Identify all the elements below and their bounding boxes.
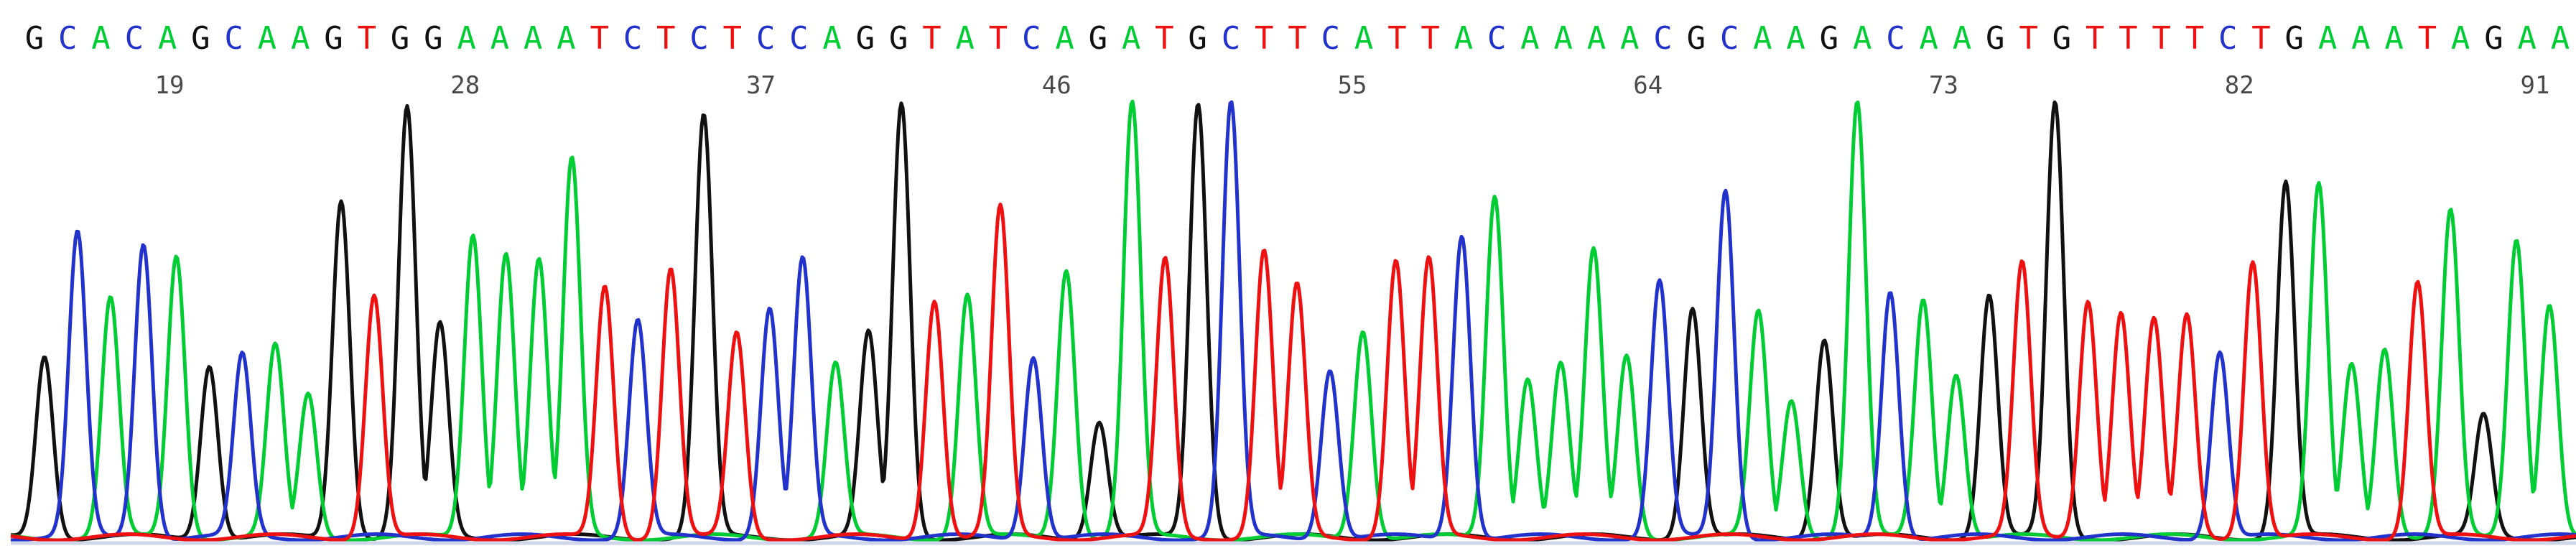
base-call-adenine: A <box>2451 20 2470 57</box>
base-call-cytosine: C <box>756 20 776 57</box>
base-call-adenine: A <box>1354 20 1374 57</box>
base-call-cytosine: C <box>125 20 144 57</box>
base-call-thymine: T <box>723 20 743 57</box>
base-call-cytosine: C <box>689 20 709 57</box>
base-call-guanine: G <box>2285 20 2305 57</box>
base-call-adenine: A <box>1786 20 1805 57</box>
base-call-adenine: A <box>291 20 310 57</box>
base-call-adenine: A <box>557 20 576 57</box>
base-call-thymine: T <box>2251 20 2271 57</box>
base-call-adenine: A <box>1587 20 1606 57</box>
position-label: 73 <box>1929 71 1958 100</box>
base-call-guanine: G <box>25 20 45 57</box>
base-call-thymine: T <box>2086 20 2105 57</box>
position-label: 55 <box>1338 71 1367 100</box>
base-call-guanine: G <box>1820 20 1839 57</box>
base-call-adenine: A <box>2551 20 2570 57</box>
base-call-thymine: T <box>656 20 676 57</box>
position-label: 28 <box>450 71 480 100</box>
base-call-cytosine: C <box>1653 20 1673 57</box>
base-call-thymine: T <box>1255 20 1274 57</box>
base-call-adenine: A <box>822 20 842 57</box>
base-call-adenine: A <box>1753 20 1772 57</box>
base-call-adenine: A <box>1953 20 1972 57</box>
base-call-adenine: A <box>1122 20 1141 57</box>
base-call-thymine: T <box>1155 20 1174 57</box>
trace-cytosine <box>10 100 2576 542</box>
position-label: 37 <box>746 71 776 100</box>
base-call-guanine: G <box>856 20 875 57</box>
position-labels-row: 19 28 37 46 55 64 73 82 91 <box>155 71 2550 100</box>
base-call-adenine: A <box>158 20 177 57</box>
base-call-adenine: A <box>258 20 277 57</box>
base-call-thymine: T <box>1288 20 1307 57</box>
base-call-thymine: T <box>358 20 377 57</box>
base-call-guanine: G <box>2484 20 2503 57</box>
base-call-cytosine: C <box>58 20 78 57</box>
base-call-adenine: A <box>2384 20 2404 57</box>
base-call-guanine: G <box>424 20 443 57</box>
base-call-adenine: A <box>1055 20 1074 57</box>
base-call-cytosine: C <box>1022 20 1041 57</box>
base-call-thymine: T <box>2152 20 2171 57</box>
base-call-adenine: A <box>2318 20 2338 57</box>
base-call-guanine: G <box>1687 20 1706 57</box>
base-call-adenine: A <box>524 20 543 57</box>
base-call-guanine: G <box>1089 20 1108 57</box>
base-call-adenine: A <box>2351 20 2371 57</box>
base-call-thymine: T <box>2185 20 2205 57</box>
base-call-cytosine: C <box>1487 20 1507 57</box>
base-call-guanine: G <box>1986 20 2005 57</box>
base-call-cytosine: C <box>1321 20 1341 57</box>
base-call-adenine: A <box>1520 20 1540 57</box>
base-call-thymine: T <box>2019 20 2038 57</box>
base-call-guanine: G <box>1188 20 1207 57</box>
position-label: 91 <box>2521 71 2550 100</box>
base-call-adenine: A <box>955 20 975 57</box>
base-call-cytosine: C <box>2218 20 2238 57</box>
base-call-cytosine: C <box>1222 20 1241 57</box>
base-call-thymine: T <box>1387 20 1407 57</box>
base-call-thymine: T <box>989 20 1008 57</box>
position-label: 19 <box>155 71 185 100</box>
trace-thymine <box>10 203 2576 542</box>
base-call-cytosine: C <box>1886 20 1905 57</box>
trace-layer <box>10 99 2576 542</box>
base-call-guanine: G <box>324 20 343 57</box>
base-call-thymine: T <box>2119 20 2138 57</box>
base-call-guanine: G <box>2052 20 2072 57</box>
base-call-thymine: T <box>1420 20 1440 57</box>
base-call-adenine: A <box>1553 20 1573 57</box>
position-label: 46 <box>1042 71 1071 100</box>
position-label: 64 <box>1633 71 1663 100</box>
base-call-adenine: A <box>490 20 510 57</box>
base-call-adenine: A <box>1853 20 1872 57</box>
base-call-cytosine: C <box>789 20 809 57</box>
base-call-guanine: G <box>391 20 410 57</box>
position-label: 82 <box>2225 71 2254 100</box>
base-call-guanine: G <box>889 20 908 57</box>
base-call-thymine: T <box>590 20 609 57</box>
base-call-adenine: A <box>1620 20 1640 57</box>
base-call-thymine: T <box>2418 20 2437 57</box>
base-call-cytosine: C <box>224 20 243 57</box>
base-call-adenine: A <box>1920 20 1939 57</box>
base-call-guanine: G <box>191 20 210 57</box>
base-call-adenine: A <box>91 20 111 57</box>
base-call-cytosine: C <box>1720 20 1739 57</box>
base-call-cytosine: C <box>623 20 643 57</box>
base-call-adenine: A <box>1454 20 1474 57</box>
base-call-thymine: T <box>922 20 941 57</box>
base-call-adenine: A <box>2517 20 2537 57</box>
base-call-adenine: A <box>457 20 476 57</box>
